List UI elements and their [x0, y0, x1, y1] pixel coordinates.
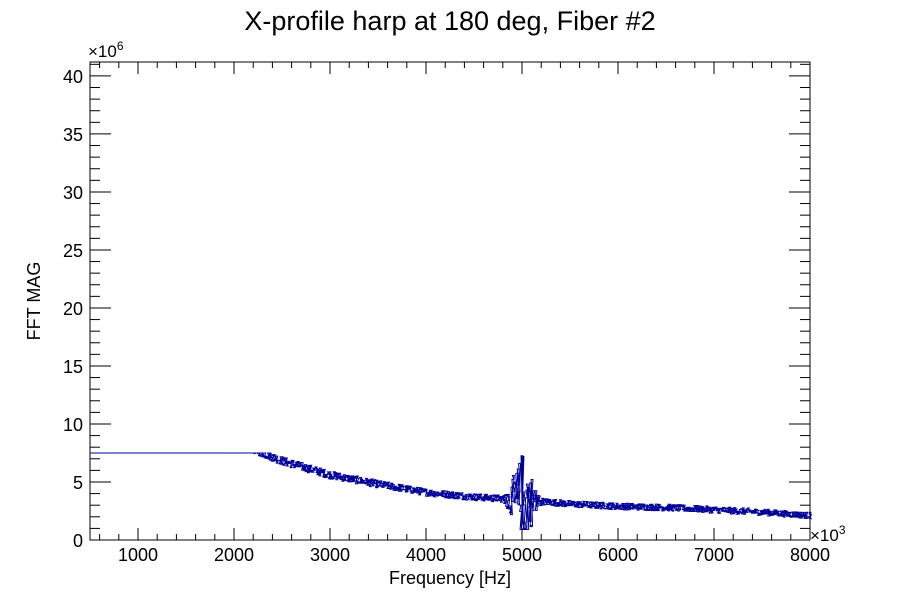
- x-tick-label: 8000: [790, 545, 830, 565]
- x-tick-label: 6000: [598, 545, 638, 565]
- y-tick-label: 20: [63, 299, 83, 319]
- x-tick-label: 1000: [118, 545, 158, 565]
- x-axis-multiplier: ×103: [810, 523, 846, 545]
- y-tick-label: 30: [63, 183, 83, 203]
- y-tick-labels: 0 5 10 15 20 25 30 35 40: [63, 67, 83, 551]
- y-tick-label: 5: [73, 473, 83, 493]
- plot-frame: [89, 61, 811, 541]
- y-tick-label: 40: [63, 67, 83, 87]
- y-axis-title: FFT MAG: [24, 262, 44, 341]
- y-tick-label: 0: [73, 531, 83, 551]
- axis-ticks: [90, 62, 811, 541]
- y-tick-label: 10: [63, 415, 83, 435]
- y-tick-label: 25: [63, 241, 83, 261]
- chart-title: X-profile harp at 180 deg, Fiber #2: [244, 6, 655, 36]
- x-tick-label: 7000: [694, 545, 734, 565]
- y-tick-label: 35: [63, 125, 83, 145]
- y-axis-multiplier: ×106: [88, 39, 124, 61]
- x-tick-label: 3000: [310, 545, 350, 565]
- x-tick-label: 5000: [502, 545, 542, 565]
- x-tick-label: 2000: [214, 545, 254, 565]
- fft-series-line: [90, 452, 813, 531]
- x-tick-label: 4000: [406, 545, 446, 565]
- x-axis-title: Frequency [Hz]: [389, 568, 511, 588]
- x-tick-labels: 1000 2000 3000 4000 5000 6000 7000 8000: [118, 545, 830, 565]
- y-tick-label: 15: [63, 357, 83, 377]
